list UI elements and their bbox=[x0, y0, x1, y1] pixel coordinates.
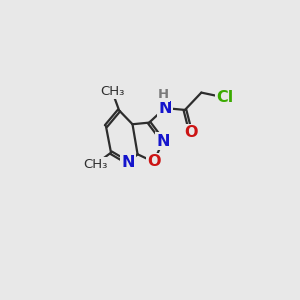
Text: CH₃: CH₃ bbox=[83, 158, 108, 171]
Text: N: N bbox=[156, 134, 170, 148]
Text: N: N bbox=[121, 155, 135, 170]
Text: N: N bbox=[158, 100, 172, 116]
Text: H: H bbox=[158, 88, 169, 101]
Text: Cl: Cl bbox=[217, 90, 234, 105]
Text: O: O bbox=[147, 154, 160, 169]
Text: CH₃: CH₃ bbox=[100, 85, 124, 98]
Text: O: O bbox=[184, 125, 197, 140]
